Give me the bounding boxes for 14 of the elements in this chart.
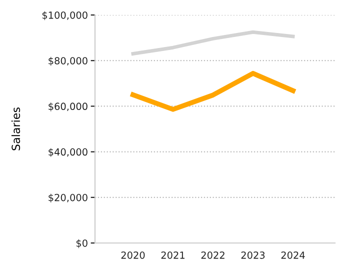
line-series <box>130 70 296 112</box>
y-tick-label: $60,000 <box>48 102 88 112</box>
x-tick-label: 2020 <box>121 252 145 259</box>
y-tick-label: $0 <box>76 239 88 248</box>
y-tick-label: $40,000 <box>48 148 88 157</box>
x-tick-label: 2021 <box>161 252 184 259</box>
line-series <box>131 30 295 56</box>
x-tick-label: 2022 <box>201 252 224 259</box>
y-axis-title: Salaries <box>11 108 20 150</box>
y-tick-label: $80,000 <box>48 56 88 66</box>
y-tick-label: $100,000 <box>42 11 88 20</box>
x-tick-label: 2023 <box>241 252 265 259</box>
y-tick-label: $20,000 <box>48 194 88 203</box>
x-tick-label: 2024 <box>281 252 305 259</box>
